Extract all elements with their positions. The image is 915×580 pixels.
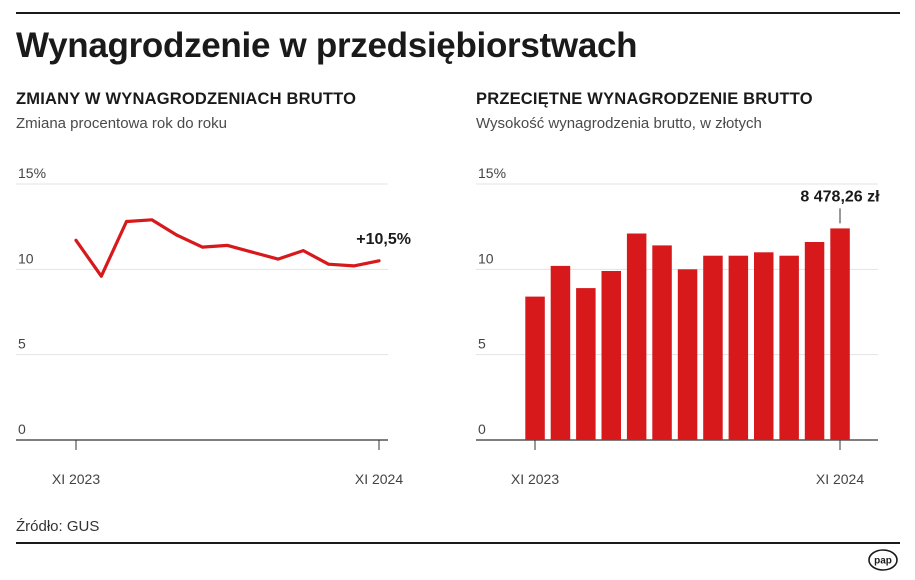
y-tick-label: 15% (18, 165, 46, 181)
data-point (377, 259, 381, 263)
data-point (125, 220, 128, 223)
last-value-label: +10,5% (356, 231, 411, 248)
bar (601, 271, 621, 440)
bar (830, 228, 850, 440)
data-point (175, 233, 179, 237)
bar (703, 255, 723, 440)
data-point (150, 218, 154, 222)
bar (525, 296, 545, 440)
data-point (226, 244, 229, 247)
last-value-label: 8 478,26 zł (800, 188, 880, 205)
x-tick-label: XI 2023 (511, 471, 559, 487)
y-tick-label: 0 (18, 421, 26, 437)
bar (677, 269, 698, 440)
bar-chart-title: PRZECIĘTNE WYNAGRODZENIE BRUTTO (476, 90, 813, 108)
bar (804, 242, 825, 440)
line-chart-title: ZMIANY W WYNAGRODZENIACH BRUTTO (16, 90, 357, 108)
data-point (251, 250, 255, 254)
bottom-rule (16, 542, 900, 544)
bar (576, 288, 596, 440)
source-note: Źródło: GUS (16, 518, 100, 535)
line-chart-subtitle: Zmiana procentowa rok do roku (16, 115, 227, 132)
data-point (200, 245, 204, 249)
data-point (301, 249, 305, 252)
y-tick-label: 5 (478, 336, 486, 352)
top-rule (16, 12, 900, 14)
bar (728, 255, 749, 440)
bar (626, 233, 647, 440)
x-tick-label: XI 2024 (816, 471, 864, 487)
bar (652, 245, 672, 440)
y-tick-label: 10 (18, 250, 34, 266)
data-point (327, 262, 330, 266)
y-tick-label: 15% (478, 165, 506, 181)
pap-logo: pap (868, 549, 898, 571)
pap-logo-text: pap (874, 556, 892, 567)
bar (550, 265, 571, 440)
data-point (276, 257, 280, 261)
bar (779, 255, 799, 440)
data-point (74, 238, 78, 242)
y-tick-label: 10 (478, 250, 494, 266)
y-tick-label: 5 (18, 336, 26, 352)
bar-chart-subtitle: Wysokość wynagrodzenia brutto, w złotych (476, 115, 762, 132)
bar (754, 252, 774, 440)
y-tick-label: 0 (478, 421, 486, 437)
page-title: Wynagrodzenie w przedsiębiorstwach (16, 26, 638, 65)
x-tick-label: XI 2023 (52, 471, 100, 487)
data-point (352, 264, 356, 268)
x-tick-label: XI 2024 (355, 471, 403, 487)
data-point (99, 274, 103, 278)
